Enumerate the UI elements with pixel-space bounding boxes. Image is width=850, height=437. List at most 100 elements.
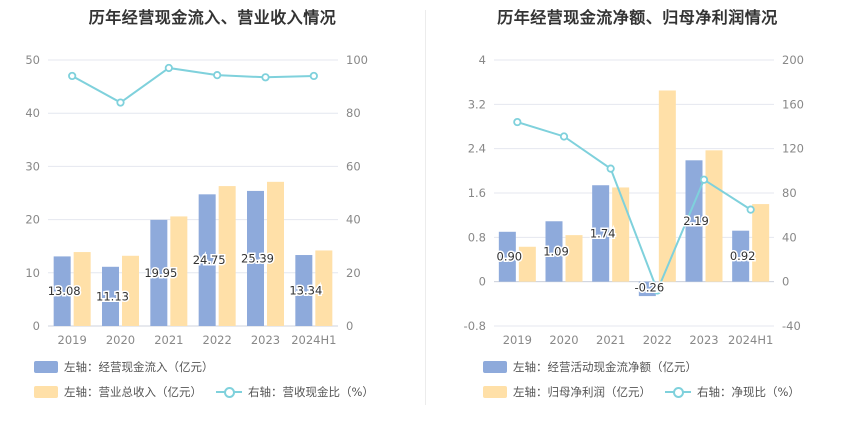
left-legend-line-swatch — [216, 386, 242, 398]
left-legend-bar1[interactable]: 左轴：经营现金流入（亿元） — [34, 359, 214, 375]
right-y-left-tick: 4 — [479, 53, 486, 67]
right-bar-primary — [498, 231, 516, 282]
right-legend-bar1-label: 左轴：经营活动现金流净额（亿元） — [513, 360, 697, 374]
right-bar-secondary — [658, 90, 676, 282]
right-ratio-point — [653, 286, 662, 295]
right-bar-data-label: 1.09 — [543, 244, 569, 258]
right-bar-data-label: 0.90 — [497, 250, 523, 264]
left-legend-bar1-swatch — [34, 361, 58, 373]
left-legend-bar2-swatch — [34, 386, 58, 398]
right-y-right-tick: 0 — [782, 275, 789, 289]
left-bar-primary — [198, 194, 216, 326]
left-ratio-point — [309, 71, 318, 81]
left-bar-data-label: 24.75 — [193, 253, 226, 267]
left-y-left-tick: 20 — [25, 213, 40, 227]
right-bar-data-label: 0.92 — [730, 249, 756, 263]
left-y-right-tick: 0 — [346, 319, 353, 333]
left-x-tick: 2024H1 — [291, 333, 336, 347]
right-bar-secondary — [565, 235, 583, 282]
right-y-right-tick: -40 — [782, 319, 801, 333]
left-y-right-tick: 60 — [346, 159, 361, 173]
left-legend-line-label: 右轴：营收现金比（%） — [248, 385, 374, 399]
left-legend-bar1-label: 左轴：经营现金流入（亿元） — [64, 360, 214, 374]
right-bar-secondary — [518, 246, 536, 282]
right-x-tick: 2019 — [503, 333, 532, 347]
right-bar-primary — [732, 230, 750, 282]
left-bar-primary — [150, 219, 168, 326]
left-x-tick: 2019 — [58, 333, 87, 347]
left-bar-data-label: 13.34 — [289, 284, 322, 298]
right-y-right-tick: 120 — [782, 142, 804, 156]
right-ratio-point — [513, 117, 522, 127]
left-legend-line[interactable]: 右轴：营收现金比（%） — [216, 384, 374, 400]
left-bar-secondary — [73, 252, 91, 326]
left-chart-panel: 历年经营现金流入、营业收入情况 0 10 20 30 40 50 0 20 40 60 80 100 2… — [25, 8, 388, 400]
left-ratio-point — [164, 63, 173, 73]
right-legend-row-2: 左轴：归母净利润（亿元） 右轴：净现比（%） — [483, 384, 814, 400]
left-bar-primary — [295, 255, 313, 326]
right-y-left-tick: 1.6 — [468, 186, 486, 200]
left-y-left-tick: 50 — [25, 53, 40, 67]
left-x-tick: 2022 — [203, 333, 232, 347]
left-ratio-point — [261, 73, 270, 82]
right-ratio-point — [606, 164, 615, 173]
right-bar-secondary — [612, 187, 630, 282]
right-x-tick: 2024H1 — [728, 333, 773, 347]
right-y-left-tick: 0.8 — [468, 230, 486, 244]
right-bar-primary — [638, 281, 656, 297]
right-chart-svg: -0.8 0 0.8 1.6 2.4 3.2 4 -40 0 40 80 120 160 200 2019 2… — [464, 53, 804, 347]
left-y-left-tick: 0 — [33, 319, 40, 333]
right-legend-bar2[interactable]: 左轴：归母净利润（亿元） — [483, 384, 651, 400]
left-chart-title: 历年经营现金流入、营业收入情况 — [88, 8, 337, 27]
left-y-left-tick: 30 — [25, 159, 40, 173]
right-y-left-tick: -0.8 — [464, 319, 486, 333]
left-legend-bar2[interactable]: 左轴：营业总收入（亿元） — [34, 384, 202, 400]
left-bar-secondary — [170, 216, 188, 326]
left-bar-data-label: 13.08 — [48, 284, 81, 298]
left-y-right-tick: 20 — [346, 266, 361, 280]
left-y-right-tick: 40 — [346, 213, 361, 227]
left-y-left-tick: 40 — [25, 106, 40, 120]
right-bar-data-label: 1.74 — [590, 226, 616, 240]
right-x-tick: 2020 — [549, 333, 578, 347]
left-bar-data-label: 11.13 — [96, 289, 129, 303]
left-chart-svg: 0 10 20 30 40 50 0 20 40 60 80 100 2019 2020 2021 2022 2… — [25, 53, 368, 347]
right-bar-data-label: -0.26 — [634, 281, 664, 295]
right-bar-primary — [545, 221, 563, 282]
right-chart-title: 历年经营现金流净额、归母净利润情况 — [497, 8, 778, 27]
right-bar-primary — [592, 185, 610, 282]
left-x-tick: 2023 — [251, 333, 280, 347]
left-bar-secondary — [267, 181, 284, 326]
right-y-left-tick: 0 — [479, 275, 486, 289]
left-bar-primary — [53, 256, 71, 326]
left-bar-primary — [247, 190, 264, 326]
right-y-right-tick: 40 — [782, 230, 797, 244]
right-legend-line-swatch — [665, 386, 691, 398]
right-x-tick: 2021 — [596, 333, 625, 347]
right-x-tick: 2023 — [689, 333, 718, 347]
left-y-right-tick: 80 — [346, 106, 361, 120]
left-x-tick: 2021 — [154, 333, 183, 347]
right-legend-bar2-swatch — [483, 386, 507, 398]
right-ratio-line — [517, 121, 752, 294]
right-chart-panel: 历年经营现金流净额、归母净利润情况 -0.8 0 0.8 1.6 2.4 3.2 4 -40 0… — [425, 0, 850, 437]
right-ratio-point — [746, 205, 755, 214]
left-y-left-tick: 10 — [25, 266, 40, 280]
left-bar-primary — [102, 266, 119, 326]
right-ratio-point — [699, 175, 709, 184]
right-y-left-tick: 2.4 — [468, 142, 486, 156]
left-legend-row-2: 左轴：营业总收入（亿元） 右轴：营收现金比（%） — [34, 384, 388, 400]
right-x-tick: 2022 — [643, 333, 672, 347]
panel-divider — [425, 10, 426, 405]
right-legend-bar1[interactable]: 左轴：经营活动现金流净额（亿元） — [483, 359, 697, 375]
right-bar-primary — [685, 160, 703, 282]
right-y-right-tick: 160 — [782, 97, 804, 111]
right-legend-line[interactable]: 右轴：净现比（%） — [665, 384, 800, 400]
right-y-left-tick: 3.2 — [468, 97, 486, 111]
right-legend-row-1: 左轴：经营活动现金流净额（亿元） — [483, 359, 711, 375]
left-bar-secondary — [315, 250, 333, 326]
right-bar-secondary — [752, 204, 770, 282]
right-ratio-point — [559, 132, 569, 141]
left-ratio-point — [68, 71, 77, 81]
left-ratio-line — [71, 66, 314, 104]
